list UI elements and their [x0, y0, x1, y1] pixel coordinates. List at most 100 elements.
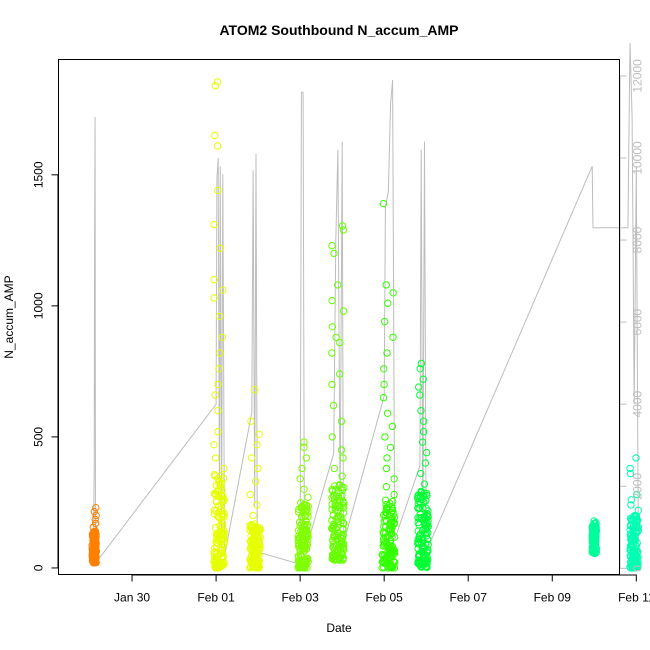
- y-tick-label: 0: [32, 564, 46, 571]
- scatter-point: [328, 524, 336, 532]
- scatter-point: [218, 519, 227, 527]
- y2-tick-label: 10000: [631, 141, 645, 175]
- scatter-point: [416, 365, 424, 373]
- scatter-point: [250, 386, 259, 394]
- scatter-point: [383, 454, 391, 462]
- scatter-point: [329, 401, 338, 410]
- scatter-point: [588, 536, 597, 544]
- x-tick-label: Feb 05: [365, 591, 403, 605]
- scatter-point: [216, 244, 225, 252]
- scatter-point: [88, 541, 96, 549]
- scatter-point: [216, 550, 225, 558]
- scatter-point: [252, 526, 260, 535]
- scatter-point: [213, 142, 222, 150]
- scatter-point: [210, 294, 218, 302]
- scatter-point: [382, 464, 391, 473]
- scatter-point: [302, 454, 310, 462]
- series-feb-10-a: [588, 517, 600, 558]
- scatter-point: [633, 563, 641, 572]
- scatter-point: [387, 513, 395, 521]
- scatter-point: [626, 545, 635, 554]
- scatter-point: [632, 554, 641, 563]
- scatter-point: [338, 222, 347, 230]
- scatter-point: [592, 537, 600, 545]
- scatter-point: [389, 333, 397, 341]
- scatter-point: [328, 433, 336, 441]
- scatter-point: [253, 501, 261, 509]
- scatter-point: [212, 535, 221, 543]
- scatter-point: [216, 563, 224, 571]
- scatter-point: [247, 454, 256, 462]
- y-axis-label: N_accum_AMP: [2, 275, 16, 358]
- scatter-point: [384, 299, 392, 307]
- scatter-point: [210, 220, 219, 229]
- scatter-point: [417, 359, 426, 368]
- scatter-point: [296, 475, 304, 483]
- scatter-point: [218, 333, 227, 341]
- scatter-point: [339, 226, 348, 234]
- scatter-point: [381, 555, 389, 564]
- scatter-point: [91, 528, 99, 536]
- scatter-point: [333, 555, 342, 564]
- scatter-point: [329, 522, 338, 530]
- scatter-point: [91, 515, 99, 524]
- scatter-point: [417, 407, 425, 415]
- scatter-point: [211, 131, 219, 140]
- series-feb-01-b: [246, 386, 264, 572]
- scatter-point: [250, 525, 258, 533]
- scatter-point: [633, 516, 641, 525]
- y2-tick-label: 6000: [631, 308, 645, 335]
- scatter-point: [632, 529, 641, 537]
- scatter-point: [300, 502, 308, 510]
- scatter-point: [298, 464, 306, 473]
- scatter-point: [91, 548, 100, 556]
- scatter-point: [628, 543, 637, 551]
- scatter-point: [626, 469, 635, 478]
- scatter-point: [420, 498, 428, 506]
- series-feb-05-b: [414, 359, 432, 572]
- scatter-point: [328, 380, 336, 389]
- scatter-point: [627, 501, 635, 509]
- scatter-point: [338, 486, 347, 494]
- scatter-point: [386, 443, 395, 452]
- series-feb-05-a: [378, 199, 399, 572]
- scatter-point: [211, 524, 220, 532]
- scatter-point: [416, 391, 424, 399]
- scatter-point: [424, 520, 432, 528]
- scatter-point: [331, 532, 339, 540]
- scatter-point: [253, 441, 261, 449]
- scatter-point: [214, 428, 222, 436]
- scatter-point: [379, 537, 388, 546]
- y2-tick-label: 4000: [631, 391, 645, 418]
- scatter-point: [382, 483, 391, 491]
- scatter-point: [380, 380, 388, 389]
- scatter-point: [213, 531, 221, 540]
- scatter-point: [214, 186, 222, 195]
- y-tick-label: 1500: [32, 161, 46, 188]
- scatter-point: [212, 564, 220, 572]
- scatter-point: [212, 538, 220, 546]
- scatter-point: [218, 545, 226, 553]
- scatter-point: [220, 527, 228, 535]
- scatter-point: [328, 505, 336, 514]
- scatter-point: [89, 523, 98, 531]
- scatter-point: [218, 510, 226, 519]
- scatter-point: [248, 556, 257, 564]
- scatter-point: [389, 289, 397, 297]
- scatter-point: [218, 493, 227, 501]
- scatter-point: [328, 500, 336, 508]
- scatter-point: [633, 490, 641, 499]
- scatter-point: [298, 514, 306, 522]
- scatter-point: [300, 485, 308, 493]
- scatter-point: [251, 563, 259, 572]
- scatter-point: [627, 496, 635, 504]
- x-axis-label: Date: [326, 621, 352, 635]
- scatter-point: [91, 519, 100, 528]
- scatter-point: [300, 564, 309, 572]
- scatter-point: [247, 417, 255, 425]
- scatter-point: [419, 375, 427, 383]
- scatter-point: [414, 491, 422, 499]
- scatter-point: [213, 78, 222, 86]
- scatter-point: [383, 503, 391, 512]
